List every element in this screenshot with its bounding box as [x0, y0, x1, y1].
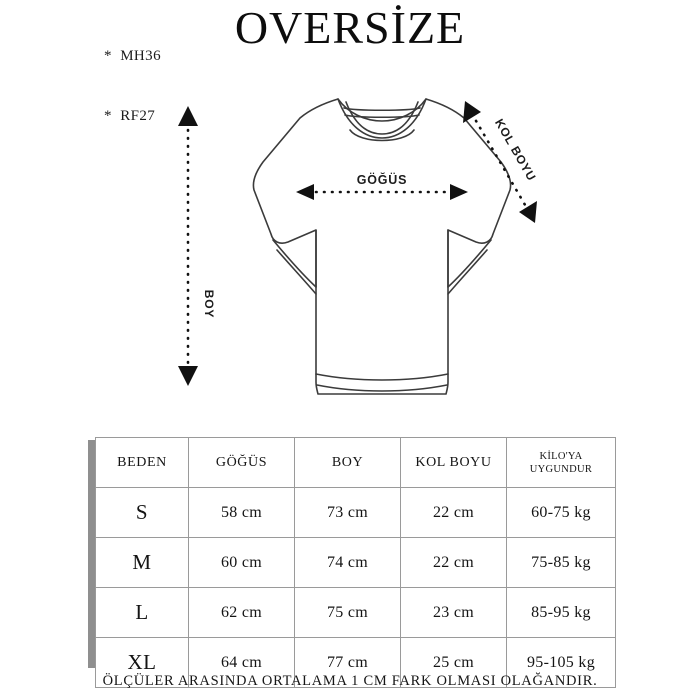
table-row: XL 64 cm 77 cm 25 cm 95-105 kg	[95, 637, 616, 688]
table-row: L 62 cm 75 cm 23 cm 85-95 kg	[95, 587, 616, 638]
cell-kol-boyu: 25 cm	[400, 637, 507, 688]
chest-label: GÖĞÜS	[357, 172, 408, 187]
cell-gogus: 62 cm	[188, 587, 295, 638]
cell-beden: XL	[95, 637, 189, 688]
cell-beden: M	[95, 537, 189, 588]
cell-beden: L	[95, 587, 189, 638]
sleeve-measure-arrow	[463, 101, 537, 223]
product-code-2: * RF27	[104, 108, 156, 124]
chest-measure-arrow	[296, 184, 468, 200]
cell-beden: S	[95, 487, 189, 538]
product-code-list: * MH36 * RF27	[104, 6, 161, 146]
table-row: M 60 cm 74 cm 22 cm 75-85 kg	[95, 537, 616, 588]
cell-kol-boyu: 23 cm	[400, 587, 507, 638]
size-chart-table-container: BEDEN GÖĞÜS BOY KOL BOYU KİLO'YA UYGUNDU…	[95, 437, 616, 688]
footer-note: ÖLÇÜLER ARASINDA ORTALAMA 1 CM FARK OLMA…	[102, 673, 598, 689]
cell-gogus: 58 cm	[188, 487, 295, 538]
length-label: BOY	[202, 290, 216, 318]
length-measure-arrow	[178, 106, 198, 386]
cell-kilo: 95-105 kg	[506, 637, 616, 688]
table-row: S 58 cm 73 cm 22 cm 60-75 kg	[95, 487, 616, 538]
cell-kol-boyu: 22 cm	[400, 487, 507, 538]
cell-kilo: 85-95 kg	[506, 587, 616, 638]
cell-boy: 77 cm	[294, 637, 401, 688]
column-header-kol-boyu: KOL BOYU	[400, 437, 507, 488]
column-header-beden: BEDEN	[95, 437, 189, 488]
column-header-gogus: GÖĞÜS	[188, 437, 295, 488]
cell-kilo: 75-85 kg	[506, 537, 616, 588]
size-chart-table: BEDEN GÖĞÜS BOY KOL BOYU KİLO'YA UYGUNDU…	[95, 437, 616, 688]
kilo-header-line-2: UYGUNDUR	[529, 463, 593, 475]
table-header-row: BEDEN GÖĞÜS BOY KOL BOYU KİLO'YA UYGUNDU…	[95, 437, 616, 488]
tshirt-measurement-diagram: GÖĞÜS BOY KOL BOYU	[160, 82, 550, 422]
column-header-boy: BOY	[294, 437, 401, 488]
cell-kol-boyu: 22 cm	[400, 537, 507, 588]
cell-boy: 74 cm	[294, 537, 401, 588]
page-title: OVERSİZE	[234, 2, 466, 53]
sleeve-label: KOL BOYU	[492, 116, 539, 183]
cell-kilo: 60-75 kg	[506, 487, 616, 538]
cell-boy: 73 cm	[294, 487, 401, 538]
cell-gogus: 64 cm	[188, 637, 295, 688]
product-code-1: * MH36	[104, 48, 161, 64]
kilo-header-line-1: KİLO'YA	[539, 450, 583, 462]
cell-boy: 75 cm	[294, 587, 401, 638]
cell-gogus: 60 cm	[188, 537, 295, 588]
column-header-kilo: KİLO'YA UYGUNDUR	[506, 437, 616, 488]
table-left-accent-bar	[88, 440, 96, 668]
